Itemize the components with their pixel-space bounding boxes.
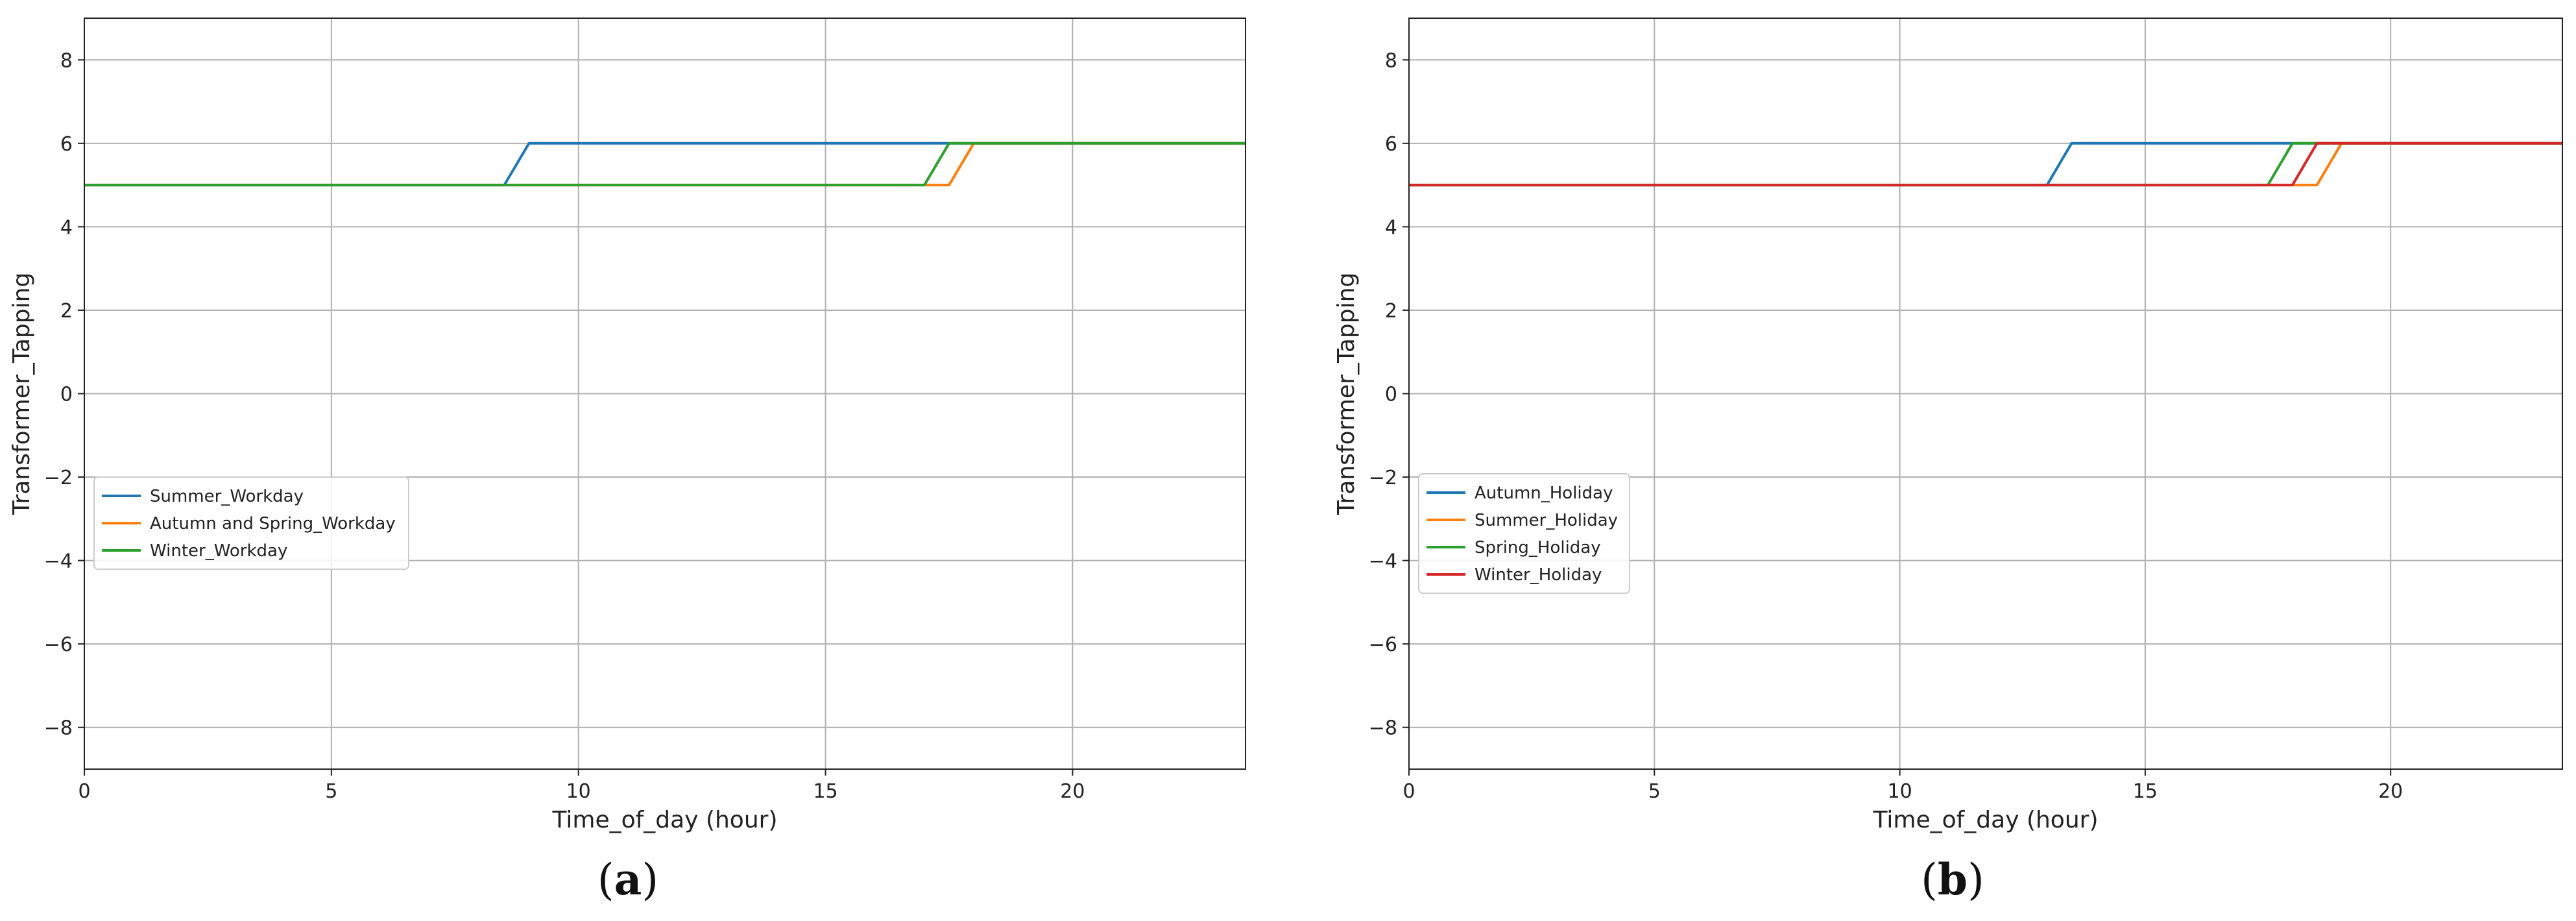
- y-axis-label: Transformer_Tapping: [8, 273, 35, 515]
- legend: Summer_Workday Autumn and Spring_Workday W…: [93, 476, 409, 570]
- legend-label: Summer_Workday: [150, 487, 304, 506]
- x-tick-label: 20: [1060, 780, 1085, 803]
- caption-open: (: [597, 855, 614, 905]
- axes-frame: [1408, 18, 2563, 770]
- x-tick-label: 20: [2378, 780, 2403, 803]
- caption-close: ): [642, 855, 658, 905]
- chart-panel-a: 0 5 10 15 20 −8 −6 −4 −2 0 2 4 6 8 Time_of_day (hour) T…: [8, 18, 1246, 905]
- y-tick-label: −6: [44, 633, 73, 656]
- legend-label: Autumn_Holiday: [1475, 484, 1613, 503]
- chart-panel-b: 0 5 10 15 20 −8 −6 −4 −2 0 2 4 6 8 Time_of_day (hour) T…: [1333, 18, 2563, 905]
- y-tick-label: −8: [1369, 717, 1397, 740]
- y-tick-label: 2: [1385, 300, 1397, 323]
- legend-label: Autumn and Spring_Workday: [150, 514, 396, 534]
- x-tick-label: 5: [325, 780, 337, 803]
- x-tick-label: 15: [2133, 780, 2158, 803]
- legend-box: [93, 476, 409, 570]
- legend-label: Spring_Holiday: [1475, 538, 1601, 558]
- caption-close: ): [1968, 855, 1984, 905]
- y-tick-label: 6: [60, 133, 73, 156]
- x-tick-label: 0: [1402, 780, 1415, 803]
- caption-letter: a: [614, 854, 642, 905]
- legend-label: Winter_Workday: [150, 541, 287, 561]
- x-tick-label: 10: [1888, 780, 1912, 803]
- y-tick-label: 8: [1385, 49, 1397, 72]
- x-axis-label: Time_of_day (hour): [1872, 807, 2098, 833]
- y-tick-label: 4: [1385, 216, 1397, 239]
- y-tick-label: −2: [44, 467, 73, 489]
- legend-label: Summer_Holiday: [1475, 511, 1618, 530]
- legend-box: [1418, 473, 1630, 594]
- y-tick-label: −2: [1369, 467, 1397, 489]
- y-tick-label: 0: [1385, 384, 1397, 406]
- x-tick-label: 15: [813, 780, 837, 803]
- series-line-Winter_Workday: [84, 141, 1246, 187]
- caption-letter: b: [1938, 854, 1968, 905]
- caption-open: (: [1921, 855, 1938, 905]
- y-tick-label: −4: [44, 550, 73, 573]
- y-tick-label: −4: [1369, 550, 1397, 573]
- x-tick-label: 0: [78, 780, 90, 803]
- x-tick-label: 5: [1648, 780, 1661, 803]
- panel-caption: (a): [597, 854, 658, 905]
- series-line-Winter_Holiday: [1409, 141, 2562, 187]
- x-axis-label: Time_of_day (hour): [551, 807, 777, 833]
- y-tick-label: −6: [1369, 633, 1397, 656]
- panel-caption: (b): [1921, 854, 1984, 905]
- y-tick-label: −8: [44, 717, 73, 740]
- y-tick-label: 6: [1385, 133, 1397, 156]
- y-tick-label: 0: [60, 384, 73, 406]
- legend-label: Winter_Holiday: [1475, 565, 1602, 585]
- y-tick-label: 2: [60, 300, 73, 323]
- y-axis-label: Transformer_Tapping: [1333, 273, 1360, 515]
- y-tick-label: 4: [60, 216, 73, 239]
- y-tick-label: 8: [60, 49, 73, 72]
- legend: Autumn_Holiday Summer_Holiday Spring_Holid…: [1418, 473, 1630, 594]
- axes-frame: [84, 18, 1246, 770]
- x-tick-label: 10: [566, 780, 591, 803]
